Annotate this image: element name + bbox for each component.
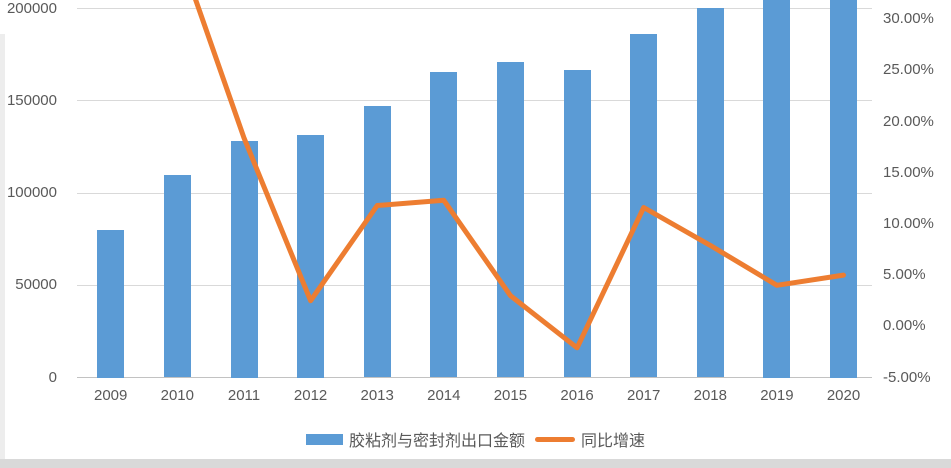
- gridline: [77, 377, 872, 378]
- y-axis-left-tick-label: 50000: [15, 276, 57, 294]
- left-edge-strip: [0, 34, 5, 459]
- gridline: [77, 284, 872, 286]
- legend-label-export-amount: 胶粘剂与密封剂出口金额: [348, 433, 525, 450]
- plot-area: [77, 0, 872, 378]
- bar-2011: [230, 140, 258, 378]
- bar-2014: [430, 72, 458, 378]
- line-series-swatch-icon: [535, 436, 575, 442]
- bar-2012: [297, 135, 325, 378]
- y-axis-right-tick-label: 0.00%: [883, 317, 926, 335]
- y-axis-left-tick-label: 200000: [6, 0, 57, 17]
- x-axis-label-2018: 2018: [693, 387, 727, 404]
- growth-line: [193, 0, 846, 351]
- bar-2015: [496, 62, 524, 378]
- bar-series-swatch-icon: [305, 433, 343, 445]
- growth-line-path: [193, 0, 846, 351]
- x-axis-label-2016: 2016: [560, 387, 594, 404]
- bottom-edge-strip: [0, 459, 951, 468]
- y-axis-left-tick-label: 0: [48, 368, 57, 386]
- y-axis-right-tick-label: -5.00%: [883, 368, 931, 386]
- x-axis-label-2011: 2011: [227, 387, 261, 404]
- y-axis-right-tick-label: 15.00%: [883, 163, 934, 181]
- bar-2013: [363, 106, 391, 378]
- gridline: [77, 8, 872, 10]
- bar-2020: [830, 0, 857, 378]
- y-axis-right-tick-label: 30.00%: [883, 10, 934, 28]
- y-axis-right-tick-label: 20.00%: [883, 112, 934, 130]
- x-axis-label-2014: 2014: [427, 387, 461, 404]
- y-axis-right-tick-label: 25.00%: [883, 61, 934, 79]
- x-axis-label-2019: 2019: [760, 387, 794, 404]
- gridline: [77, 100, 872, 102]
- x-axis-label-2015: 2015: [493, 387, 528, 404]
- legend-item-export-amount: 胶粘剂与密封剂出口金额: [305, 427, 525, 451]
- legend: 胶粘剂与密封剂出口金额 同比增速: [0, 428, 951, 450]
- x-axis-label-2013: 2013: [360, 387, 394, 404]
- legend-item-growth-rate: 同比增速: [535, 427, 645, 451]
- bar-2010: [163, 174, 191, 378]
- bar-2009: [97, 230, 125, 378]
- bar-2019: [763, 0, 791, 378]
- legend-label-growth-rate: 同比增速: [581, 433, 646, 450]
- y-axis-left-tick-label: 150000: [6, 91, 57, 109]
- x-axis-label-2020: 2020: [826, 387, 861, 404]
- x-axis-label-2012: 2012: [293, 387, 328, 404]
- gridline: [77, 192, 872, 194]
- y-axis-right-tick-label: 10.00%: [883, 214, 934, 232]
- x-axis-label-2017: 2017: [627, 387, 661, 404]
- y-axis-right-tick-label: 5.00%: [883, 266, 926, 284]
- x-axis-label-2010: 2010: [160, 387, 194, 404]
- x-axis-label-2009: 2009: [94, 387, 128, 404]
- bar-2018: [696, 7, 724, 378]
- y-axis-left-tick-label: 100000: [6, 184, 57, 202]
